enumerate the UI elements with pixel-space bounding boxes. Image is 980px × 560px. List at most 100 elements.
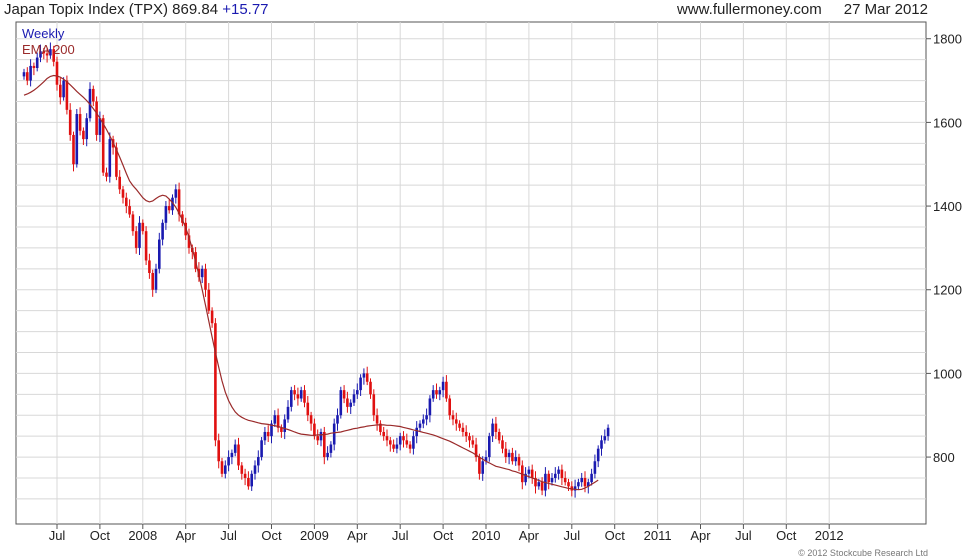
candle-body <box>441 381 445 391</box>
candle-body <box>494 423 498 432</box>
candle-body <box>78 114 82 131</box>
candle-body <box>75 114 79 165</box>
candle-body <box>425 415 428 420</box>
y-tick-label: 1200 <box>933 283 962 298</box>
y-tick-label: 1800 <box>933 32 962 47</box>
candle-body <box>415 427 418 437</box>
candle-body <box>405 440 409 445</box>
candle-body <box>253 465 257 474</box>
x-tick-label: Oct <box>776 528 797 543</box>
candle-body <box>319 431 323 441</box>
x-tick-label: 2011 <box>644 528 672 543</box>
candle-body <box>402 436 405 441</box>
candle-body <box>412 436 415 449</box>
x-tick-label: Jul <box>392 528 409 543</box>
candle-body <box>303 390 306 403</box>
candle-body <box>115 147 118 177</box>
candle-body <box>299 390 303 399</box>
candle-body <box>365 373 369 382</box>
candle-body <box>35 57 39 69</box>
candle-body <box>214 323 217 441</box>
candle-body <box>204 268 207 290</box>
y-tick-label: 1000 <box>933 366 962 381</box>
x-tick-label: Oct <box>605 528 626 543</box>
x-axis: Jul Oct 2008 Apr Jul Oct 2009 Apr Jul Oct 2010 Apr J… <box>49 524 844 543</box>
candle-body <box>270 423 273 437</box>
candle-body <box>45 53 49 56</box>
candle-body <box>408 444 412 449</box>
candle-body <box>567 482 570 487</box>
candle-body <box>98 118 102 135</box>
candle-body <box>313 423 316 437</box>
candle-body <box>435 390 438 395</box>
candle-body <box>336 415 339 424</box>
x-tick-label: Jul <box>220 528 237 543</box>
candle-body <box>293 390 296 395</box>
candle-body <box>306 402 310 416</box>
candle-body <box>448 398 451 416</box>
candle-body <box>468 436 471 441</box>
candle-body <box>131 214 135 232</box>
chart-title: Japan Topix Index (TPX) 869.84 +15.77 <box>4 0 269 20</box>
candle-body <box>220 461 224 474</box>
candle-body <box>141 222 145 232</box>
candle-body <box>62 80 65 98</box>
candle-body <box>177 189 181 215</box>
candle-body <box>577 482 580 487</box>
candle-body <box>504 448 508 458</box>
candle-body <box>187 235 191 248</box>
candle-body <box>95 101 98 135</box>
candle-body <box>167 206 171 211</box>
candle-body <box>49 49 52 56</box>
candle-body <box>29 65 32 81</box>
x-tick-label: 2010 <box>472 528 501 543</box>
x-tick-label: 2009 <box>300 528 329 543</box>
candle-body <box>121 189 125 198</box>
candles <box>22 42 610 498</box>
candle-body <box>563 477 567 483</box>
candle-body <box>148 260 151 273</box>
candle-body <box>134 231 138 248</box>
candle-body <box>497 431 501 441</box>
candle-body <box>488 436 491 458</box>
candle-body <box>339 390 343 416</box>
candle-body <box>461 427 465 432</box>
candle-body <box>128 206 131 215</box>
candle-body <box>573 486 577 491</box>
candle-body <box>359 377 362 391</box>
x-tick-label: 2012 <box>815 528 844 543</box>
ema-200-line <box>23 74 599 491</box>
candle-body <box>230 452 234 458</box>
candle-body <box>491 423 494 437</box>
last-value: 869.84 <box>172 1 219 18</box>
candle-body <box>587 482 590 487</box>
x-tick-label: Apr <box>176 528 197 543</box>
candle-body <box>530 469 534 478</box>
candle-body <box>557 469 560 474</box>
candle-body <box>527 469 531 474</box>
candle-body <box>422 419 425 424</box>
candle-body <box>118 176 121 190</box>
candle-body <box>92 88 95 102</box>
candle-body <box>392 444 395 449</box>
candle-body <box>108 139 112 177</box>
x-tick-label: Apr <box>519 528 540 543</box>
grid-lines <box>16 22 926 524</box>
candle-body <box>266 431 270 437</box>
candle-body <box>349 402 352 407</box>
candle-body <box>260 440 263 458</box>
candle-body <box>233 444 237 453</box>
candle-body <box>309 415 313 424</box>
candle-body <box>455 419 458 424</box>
candle-body <box>478 457 481 474</box>
x-tick-label: Jul <box>563 528 580 543</box>
candle-body <box>540 482 544 491</box>
candle-body <box>59 84 62 98</box>
candle-body <box>603 436 607 441</box>
y-tick-label: 1600 <box>933 115 962 130</box>
candle-body <box>342 390 346 399</box>
candle-body <box>428 398 432 416</box>
x-tick-label: Jul <box>49 528 66 543</box>
ema-line <box>23 74 599 491</box>
